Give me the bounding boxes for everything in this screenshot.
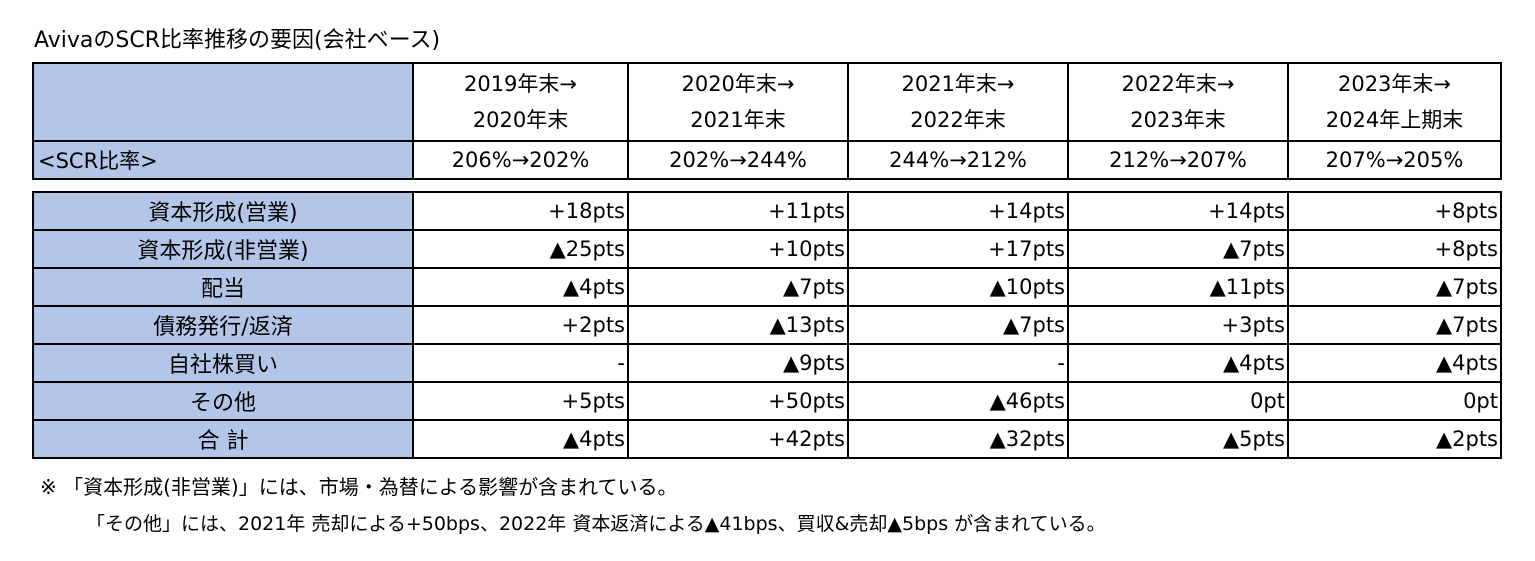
row-label-total: 合 計 [32,419,414,459]
value-cell: +8pts [1287,229,1502,269]
scr-ratio-value: 202%→244% [627,140,849,180]
value-cell: +14pts [1067,191,1289,231]
value-cell: ▲4pts [1287,343,1502,383]
table-row: 債務発行/返済 +2pts ▲13pts ▲7pts +3pts ▲7pts [32,305,1502,345]
total-cell: ▲2pts [1287,419,1502,459]
value-cell: 0pt [1287,381,1502,421]
scr-ratio-value: 244%→212% [847,140,1069,180]
value-cell: +17pts [847,229,1069,269]
scr-ratio-label: <SCR比率> [32,140,414,180]
table-title: AvivaのSCR比率推移の要因(会社ベース) [34,28,441,53]
value-cell: ▲46pts [847,381,1069,421]
scr-ratio-value: 212%→207% [1067,140,1289,180]
period-header-table: 2019年末→ 2020年末 2020年末→ 2021年末 2021年末→ 2022年… [32,62,1502,180]
row-label: その他 [32,381,414,421]
total-cell: ▲32pts [847,419,1069,459]
value-cell: ▲13pts [627,305,849,345]
value-cell: ▲7pts [627,267,849,307]
value-cell: - [412,343,629,383]
value-cell: +50pts [627,381,849,421]
table-row: その他 +5pts +50pts ▲46pts 0pt 0pt [32,381,1502,421]
scr-ratio-value: 207%→205% [1287,140,1502,180]
period-header-cell: 2022年末→ 2023年末 [1067,62,1289,142]
period-header-cell: 2019年末→ 2020年末 [412,62,629,142]
footnote-line-1: ※ 「資本形成(非営業)」には、市場・為替による影響が含まれている。 [40,475,678,499]
factor-table: 資本形成(営業) +18pts +11pts +14pts +14pts +8p… [32,191,1502,459]
row-label: 資本形成(営業) [32,191,414,231]
period-header-cell: 2023年末→ 2024年上期末 [1287,62,1502,142]
value-cell: - [847,343,1069,383]
value-cell: +10pts [627,229,849,269]
value-cell: ▲25pts [412,229,629,269]
value-cell: ▲7pts [1067,229,1289,269]
value-cell: +8pts [1287,191,1502,231]
value-cell: ▲4pts [412,267,629,307]
header-corner-cell [32,62,414,142]
value-cell: ▲7pts [847,305,1069,345]
row-label: 債務発行/返済 [32,305,414,345]
value-cell: +5pts [412,381,629,421]
value-cell: ▲10pts [847,267,1069,307]
value-cell: ▲4pts [1067,343,1289,383]
table-row-total: 合 計 ▲4pts +42pts ▲32pts ▲5pts ▲2pts [32,419,1502,459]
total-cell: +42pts [627,419,849,459]
table-row: 資本形成(非営業) ▲25pts +10pts +17pts ▲7pts +8p… [32,229,1502,269]
row-label: 配当 [32,267,414,307]
value-cell: +3pts [1067,305,1289,345]
table-row: 資本形成(営業) +18pts +11pts +14pts +14pts +8p… [32,191,1502,231]
value-cell: ▲7pts [1287,305,1502,345]
value-cell: +18pts [412,191,629,231]
value-cell: +2pts [412,305,629,345]
period-header-cell: 2021年末→ 2022年末 [847,62,1069,142]
total-cell: ▲4pts [412,419,629,459]
row-label: 資本形成(非営業) [32,229,414,269]
footnote-line-2: 「その他」には、2021年 売却による+50bps、2022年 資本返済による▲… [86,513,1106,535]
total-cell: ▲5pts [1067,419,1289,459]
period-header-cell: 2020年末→ 2021年末 [627,62,849,142]
value-cell: +14pts [847,191,1069,231]
value-cell: +11pts [627,191,849,231]
value-cell: ▲11pts [1067,267,1289,307]
row-label: 自社株買い [32,343,414,383]
value-cell: 0pt [1067,381,1289,421]
table-row: 配当 ▲4pts ▲7pts ▲10pts ▲11pts ▲7pts [32,267,1502,307]
table-row: 自社株買い - ▲9pts - ▲4pts ▲4pts [32,343,1502,383]
value-cell: ▲9pts [627,343,849,383]
value-cell: ▲7pts [1287,267,1502,307]
scr-ratio-value: 206%→202% [412,140,629,180]
